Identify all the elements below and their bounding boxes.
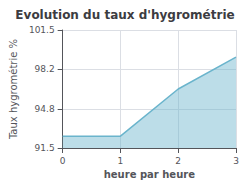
svg-text:Taux hygrométrie %: Taux hygrométrie % <box>8 39 19 140</box>
svg-text:91.5: 91.5 <box>35 143 55 153</box>
svg-text:98.2: 98.2 <box>35 64 55 74</box>
svg-text:2: 2 <box>175 156 181 166</box>
svg-text:94.8: 94.8 <box>35 104 55 114</box>
svg-text:heure par heure: heure par heure <box>104 169 195 180</box>
svg-text:0: 0 <box>60 156 66 166</box>
svg-text:101.5: 101.5 <box>29 25 55 35</box>
svg-text:1: 1 <box>118 156 124 166</box>
svg-text:Evolution du taux d'hygrométri: Evolution du taux d'hygrométrie <box>15 8 234 22</box>
svg-text:3: 3 <box>233 156 239 166</box>
